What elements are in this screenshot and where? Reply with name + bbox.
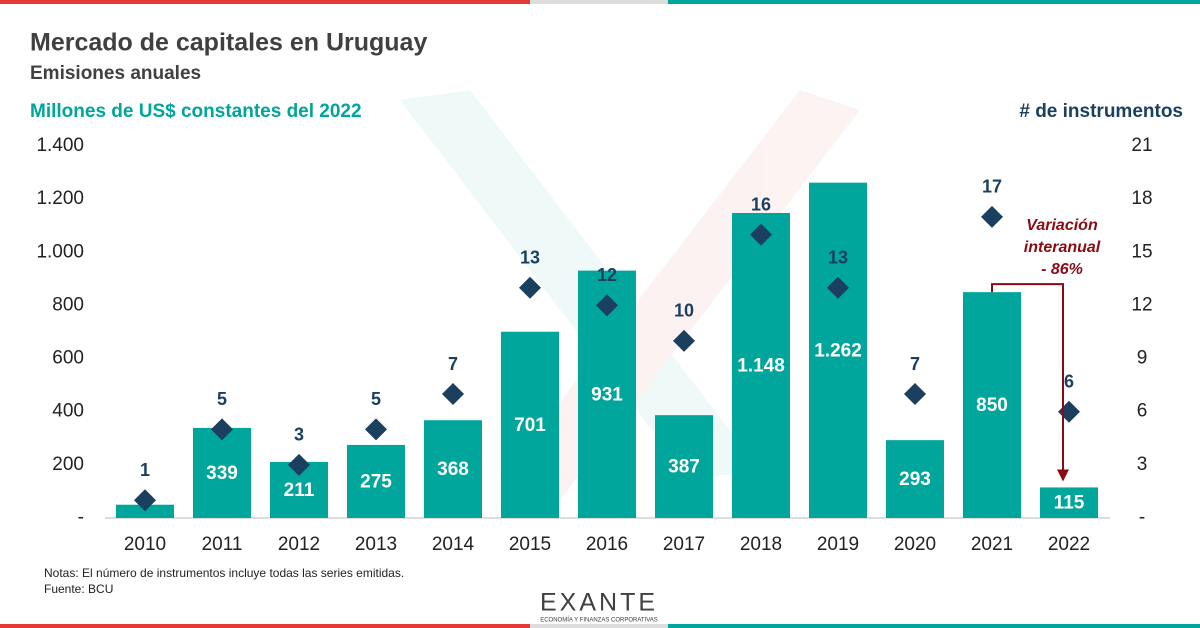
y2-tick-label: 3: [1137, 454, 1148, 475]
bar-value-label: 1.148: [737, 355, 785, 376]
y-tick-label: 1.200: [36, 188, 84, 209]
top-bar-teal: [668, 0, 1200, 4]
bar: [963, 292, 1021, 518]
marker-value-label: 12: [597, 265, 617, 285]
y2-tick-label: 18: [1131, 188, 1152, 209]
top-bar-red: [0, 0, 530, 4]
diamond-marker: [1058, 400, 1080, 423]
marker-value-label: 3: [294, 425, 304, 445]
source: Fuente: BCU: [44, 582, 113, 596]
brand-tagline: ECONOMÍA Y FINANZAS CORPORATIVAS: [540, 617, 658, 624]
bar-value-label: 387: [668, 457, 700, 478]
diamond-marker: [827, 276, 849, 299]
x-tick-label: 2022: [1048, 534, 1090, 555]
y-tick-label: 1.000: [36, 241, 84, 262]
bar-value-label: 339: [206, 463, 238, 484]
marker-value-label: 13: [828, 247, 848, 267]
bottom-bar-gray: [530, 624, 668, 628]
y2-tick-label: 15: [1131, 241, 1152, 262]
marker-value-label: 16: [751, 194, 771, 214]
bar-value-label: 293: [899, 469, 931, 490]
y-axis-label: Millones de US$ constantes del 2022: [30, 101, 362, 122]
x-tick-label: 2010: [124, 534, 166, 555]
marker-value-label: 10: [674, 301, 694, 321]
diamond-marker: [134, 489, 156, 512]
x-tick-label: 2021: [971, 534, 1013, 555]
x-tick-label: 2019: [817, 534, 859, 555]
x-tick-label: 2012: [278, 534, 320, 555]
annotation-bracket: [991, 283, 1064, 472]
bar: [1040, 487, 1098, 518]
marker-value-label: 1: [140, 460, 150, 480]
x-tick-label: 2020: [894, 534, 936, 555]
y2-tick-label: -: [1139, 507, 1145, 528]
diamond-marker: [750, 223, 772, 246]
bar-value-label: 115: [1054, 493, 1085, 514]
marker-value-label: 6: [1064, 371, 1074, 391]
y-tick-label: 600: [52, 348, 84, 369]
y2-tick-label: 21: [1131, 135, 1152, 156]
diamond-marker: [519, 276, 541, 299]
marker-value-label: 5: [371, 389, 381, 409]
bar: [193, 427, 251, 518]
bar-value-label: 850: [976, 395, 1008, 416]
diamond-marker: [442, 383, 464, 405]
marker-value-label: 5: [217, 389, 227, 409]
annotation-text: interanual: [1024, 239, 1101, 256]
annotation-text: Variación: [1026, 217, 1098, 234]
y2-tick-label: 9: [1137, 348, 1148, 369]
bar-value-label: 275: [360, 471, 392, 492]
bar-value-label: 211: [284, 480, 315, 501]
diamond-marker: [981, 205, 1003, 228]
y-tick-label: -: [78, 507, 84, 528]
x-tick-label: 2018: [740, 534, 782, 555]
x-tick-label: 2015: [509, 534, 551, 555]
y-tick-label: 200: [52, 454, 84, 475]
marker-value-label: 7: [910, 354, 920, 374]
bar-value-label: 1.262: [814, 340, 862, 361]
bar: [347, 444, 405, 518]
brand-name: EXANTE: [540, 589, 658, 617]
diamond-marker: [211, 418, 233, 441]
bar: [886, 440, 944, 518]
diamond-marker: [288, 453, 310, 476]
diamond-marker: [596, 294, 618, 317]
diamond-marker: [904, 383, 926, 405]
chart-subtitle: Emisiones anuales: [30, 63, 201, 84]
y-tick-label: 400: [52, 401, 84, 422]
bottom-bar-teal: [668, 624, 1200, 628]
marker-value-label: 13: [520, 247, 540, 267]
bar: [424, 420, 482, 518]
bar-value-label: 931: [591, 384, 623, 405]
x-tick-label: 2011: [202, 534, 243, 555]
x-tick-label: 2017: [663, 534, 705, 555]
bar-value-label: 701: [514, 415, 546, 436]
bar: [655, 415, 713, 518]
x-tick-label: 2016: [586, 534, 628, 555]
marker-value-label: 17: [982, 177, 1002, 197]
diamond-marker: [365, 418, 387, 441]
x-tick-label: 2013: [355, 534, 397, 555]
note: Notas: El número de instrumentos incluye…: [44, 566, 404, 580]
bar: [501, 331, 559, 518]
annotation-arrowhead: [1057, 469, 1069, 482]
y2-tick-label: 6: [1137, 401, 1148, 422]
diamond-marker: [673, 329, 695, 352]
annotation-text: - 86%: [1041, 261, 1083, 278]
y2-axis-label: # de instrumentos: [1019, 101, 1183, 122]
y2-tick-label: 12: [1131, 294, 1152, 315]
top-bar-gray: [530, 0, 668, 4]
y-tick-label: 1.400: [36, 135, 84, 156]
x-tick-label: 2014: [432, 534, 475, 555]
bar: [116, 504, 174, 518]
bar: [809, 182, 867, 518]
y-tick-label: 800: [52, 294, 84, 315]
marker-value-label: 7: [448, 354, 458, 374]
bar: [732, 212, 790, 518]
chart-title: Mercado de capitales en Uruguay: [30, 29, 427, 57]
bar-value-label: 368: [437, 459, 469, 480]
bottom-bar-red: [0, 624, 530, 628]
